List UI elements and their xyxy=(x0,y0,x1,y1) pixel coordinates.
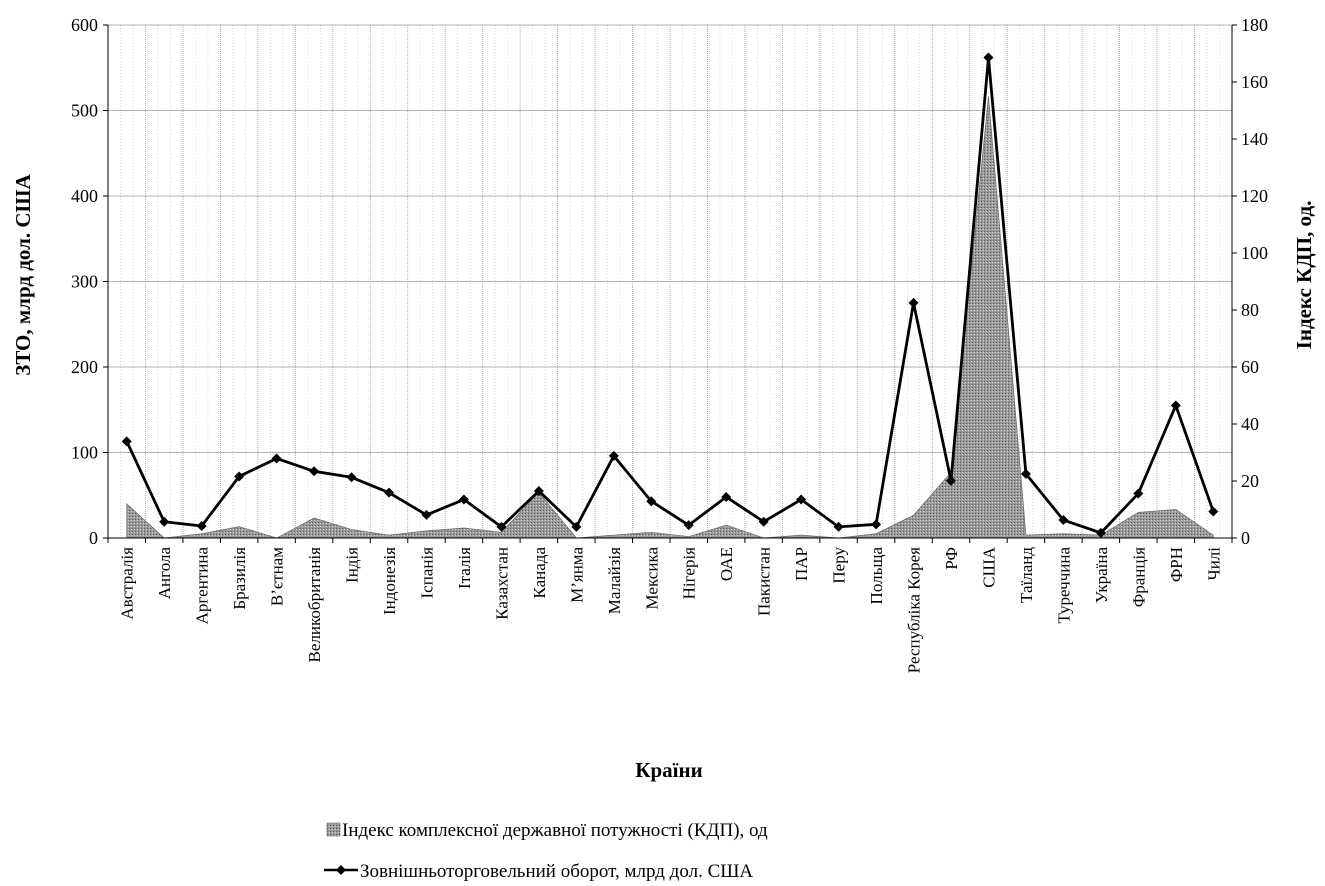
line-point xyxy=(421,509,432,520)
legend-area-label: Індекс комплексної державної потужності … xyxy=(342,820,768,841)
line-point xyxy=(196,521,207,532)
y-right-tick-label: 100 xyxy=(1241,243,1268,263)
y-right-tick-label: 120 xyxy=(1241,186,1268,206)
line-point xyxy=(833,521,844,532)
line-point xyxy=(571,521,582,532)
axes xyxy=(103,24,1237,543)
y-left-tick-label: 600 xyxy=(71,15,98,35)
category-label: США xyxy=(979,546,998,587)
area-series-kdp xyxy=(126,96,1214,539)
category-label: Іспанія xyxy=(417,547,436,599)
category-label: Австралія xyxy=(118,547,137,620)
line-point xyxy=(721,491,732,502)
legend-item-area: Індекс комплексної державної потужності … xyxy=(326,820,768,841)
line-point xyxy=(871,519,882,530)
category-label: Франція xyxy=(1129,547,1148,607)
category-label: Індонезія xyxy=(380,547,399,615)
y-left-tick-label: 300 xyxy=(71,272,98,292)
category-label: Республіка Корея xyxy=(905,547,924,673)
line-point xyxy=(1020,468,1031,479)
legend-line-label: Зовнішньоторговельний оборот, млрд дол. … xyxy=(360,861,753,882)
category-label: Таїланд xyxy=(1017,547,1036,603)
x-axis-title: Країни xyxy=(635,758,702,782)
line-point xyxy=(1170,400,1181,411)
y-right-tick-label: 180 xyxy=(1241,15,1268,35)
y-left-tick-label: 200 xyxy=(71,357,98,377)
category-label: Пакистан xyxy=(755,547,774,616)
category-label: ПАР xyxy=(792,547,811,581)
category-label: Україна xyxy=(1092,547,1111,604)
legend-item-line: Зовнішньоторговельний оборот, млрд дол. … xyxy=(324,861,753,882)
legend: Індекс комплексної державної потужності … xyxy=(324,820,768,882)
category-label: Бразилія xyxy=(230,547,249,610)
category-label: ОАЕ xyxy=(717,547,736,581)
category-label: В’єтнам xyxy=(268,547,287,606)
category-label: Великобританія xyxy=(305,547,324,663)
line-point xyxy=(646,496,657,507)
y-left-axis-title: ЗТО, млрд дол. США xyxy=(11,173,35,375)
y-right-tick-label: 20 xyxy=(1241,471,1259,491)
y-right-tick-label: 60 xyxy=(1241,357,1259,377)
line-point xyxy=(234,471,245,482)
legend-line-marker xyxy=(336,865,346,875)
line-point xyxy=(1095,527,1106,538)
category-label: Малайзія xyxy=(605,547,624,614)
category-label: Індія xyxy=(343,547,362,583)
y-right-tick-label: 140 xyxy=(1241,129,1268,149)
line-point xyxy=(1133,488,1144,499)
category-label: Нігерія xyxy=(680,547,699,600)
line-point xyxy=(908,297,919,308)
line-point xyxy=(533,485,544,496)
category-label: Казахстан xyxy=(492,547,511,620)
line-point xyxy=(458,494,469,505)
category-label: Чилі xyxy=(1204,547,1223,581)
y-right-axis-title: Індекс КДП, од. xyxy=(1292,201,1316,350)
line-point xyxy=(1208,506,1219,517)
y-left-tick-label: 100 xyxy=(71,443,98,463)
line-point xyxy=(309,466,320,477)
category-label: Канада xyxy=(530,547,549,599)
line-point xyxy=(496,521,507,532)
line-point xyxy=(608,450,619,461)
line-series-trade xyxy=(125,56,1215,535)
line-point xyxy=(683,520,694,531)
y-left-tick-label: 400 xyxy=(71,186,98,206)
line-point xyxy=(983,52,994,63)
category-label: Перу xyxy=(830,547,849,584)
y-left-tick-label: 0 xyxy=(89,528,98,548)
y-right-tick-label: 0 xyxy=(1241,528,1250,548)
category-label: М’янма xyxy=(567,547,586,603)
category-label: Італія xyxy=(455,547,474,589)
line-series-layer xyxy=(121,52,1219,538)
category-label: Ангола xyxy=(155,547,174,600)
category-labels: Австралія Ангола Аргентина Бразилія В’єтнам В… xyxy=(118,546,1224,673)
y-right-tick-label: 160 xyxy=(1241,72,1268,92)
category-label: ФРН xyxy=(1167,547,1186,582)
y-left-tick-label: 500 xyxy=(71,101,98,121)
line-point xyxy=(384,487,394,498)
y-right-tick-label: 40 xyxy=(1241,414,1259,434)
category-label: Мексика xyxy=(642,547,661,610)
category-label: РФ xyxy=(942,547,961,570)
line-point xyxy=(121,436,132,447)
line-point xyxy=(758,516,769,527)
area-series-layer xyxy=(126,96,1214,539)
line-point xyxy=(796,494,807,505)
category-label: Польща xyxy=(867,547,886,605)
category-label: Туреччина xyxy=(1054,547,1073,624)
line-point xyxy=(1058,515,1069,526)
line-point xyxy=(271,453,282,464)
line-point xyxy=(946,475,956,486)
y-right-tick-label: 80 xyxy=(1241,300,1259,320)
legend-area-swatch xyxy=(326,822,341,837)
tick-labels: 0 100 200 300 400 500 600 0 20 40 60 80 100 120 140 160… xyxy=(71,15,1268,548)
line-point xyxy=(346,472,357,483)
line-point xyxy=(159,516,170,527)
category-label: Аргентина xyxy=(193,547,212,625)
